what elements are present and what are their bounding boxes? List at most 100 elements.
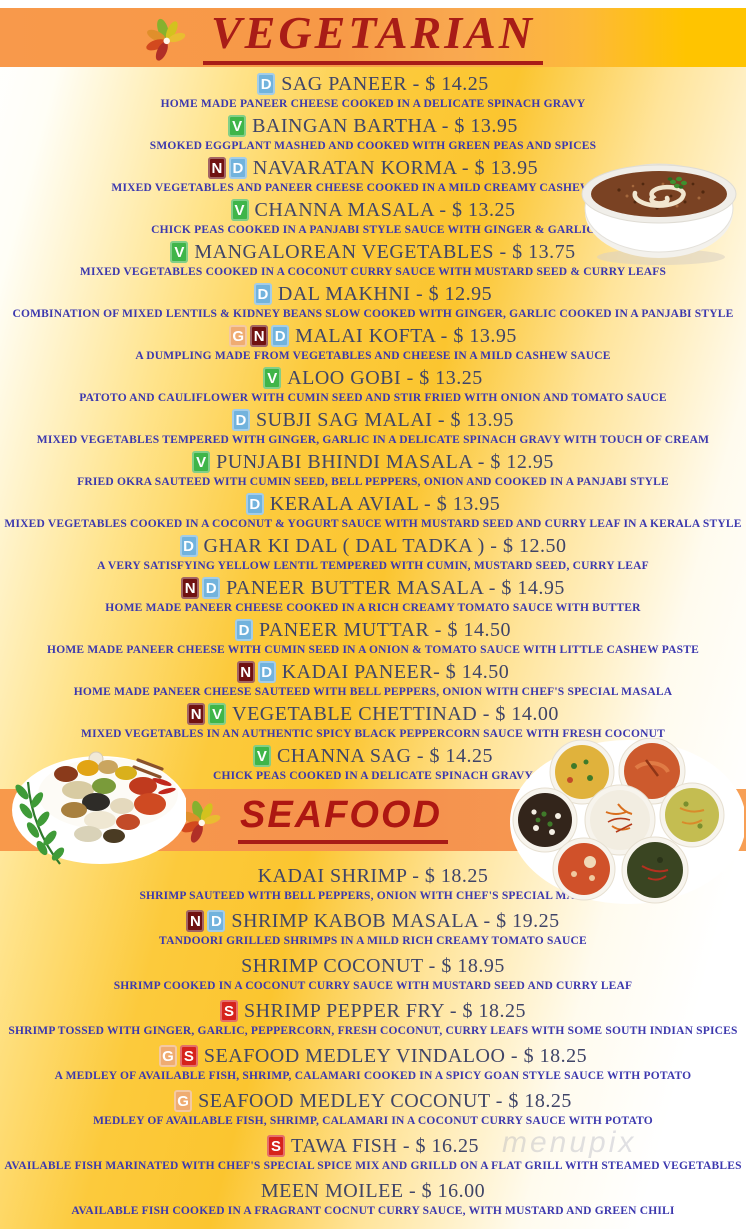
menu-item-description: HOME MADE PANEER CHEESE SAUTEED WITH BEL…	[73, 686, 673, 698]
menu-item-description: SHRIMP TOSSED WITH GINGER, GARLIC, PEPPE…	[8, 1025, 738, 1037]
menu-item: S SHRIMP PEPPER FRY - $ 18.25 SHRIMP TOS…	[0, 998, 746, 1043]
menu-item: D PANEER MUTTAR - $ 14.50 HOME MADE PANE…	[0, 617, 746, 659]
menu-item-title: PANEER BUTTER MASALA - $ 14.95	[226, 576, 565, 599]
dietary-badge-s: S	[219, 1000, 238, 1022]
menu-item-description: MEDLEY OF AVAILABLE FISH, SHRIMP, CALAMA…	[93, 1115, 653, 1127]
dietary-badge-n: N	[186, 910, 205, 932]
menu-item-description: TANDOORI GRILLED SHRIMPS IN A MILD RICH …	[159, 935, 587, 947]
dietary-badge-d: D	[179, 535, 198, 557]
menu-item-title-row: D KERALA AVIAL - $ 13.95	[0, 491, 746, 517]
menu-item-title: MANGALOREAN VEGETABLES - $ 13.75	[194, 240, 576, 263]
menu-item-title-row: V MANGALOREAN VEGETABLES - $ 13.75	[0, 239, 746, 265]
menu-item: D SUBJI SAG MALAI - $ 13.95 MIXED VEGETA…	[0, 407, 746, 449]
menu-item-description: A MEDLEY OF AVAILABLE FISH, SHRIMP, CALA…	[54, 1070, 692, 1082]
dietary-badge-v: V	[252, 745, 271, 767]
menu-item-title-row: G SEAFOOD MEDLEY COCONUT - $ 18.25	[0, 1088, 746, 1114]
dietary-badge-v: V	[228, 115, 247, 137]
dietary-badges: S	[219, 1000, 244, 1022]
watermark: menupix	[502, 1126, 637, 1159]
menu-item: G SEAFOOD MEDLEY COCONUT - $ 18.25 MEDLE…	[0, 1088, 746, 1133]
dietary-badge-n: N	[181, 577, 200, 599]
menu-item: V ALOO GOBI - $ 13.25 PATOTO AND CAULIFL…	[0, 365, 746, 407]
dietary-badges: V	[230, 199, 255, 221]
menu-item-title-row: V CHANNA SAG - $ 14.25	[0, 743, 746, 769]
menu-item: D DAL MAKHNI - $ 12.95 COMBINATION OF MI…	[0, 281, 746, 323]
menu-item-description: SHRIMP SAUTEED WITH BELL PEPPERS, ONION …	[139, 890, 607, 902]
seafood-item-list: KADAI SHRIMP - $ 18.25 SHRIMP SAUTEED WI…	[0, 851, 746, 1223]
dal-bowl-image	[581, 163, 737, 265]
seafood-header-group: SEAFOOD	[178, 771, 448, 870]
menu-item: D SAG PANEER - $ 14.25 HOME MADE PANEER …	[0, 71, 746, 113]
spice-collection-image	[12, 751, 186, 865]
menu-item-title-row: KADAI SHRIMP - $ 18.25	[0, 863, 746, 889]
menu-item-title-row: V ALOO GOBI - $ 13.25	[0, 365, 746, 391]
dietary-badge-d: D	[228, 157, 247, 179]
menu-item-description: MIXED VEGETABLES IN AN AUTHENTIC SPICY B…	[81, 728, 665, 740]
flower-logo-icon	[146, 18, 186, 61]
menu-item-description: MIXED VEGETABLES COOKED IN A COCONUT & Y…	[4, 518, 742, 530]
menu-item-title-row: D GHAR KI DAL ( DAL TADKA ) - $ 12.50	[0, 533, 746, 559]
menu-item-title-row: SHRIMP COCONUT - $ 18.95	[0, 953, 746, 979]
menu-item-description: MIXED VEGETABLES AND PANEER CHEESE COOKE…	[111, 182, 635, 194]
menu-item-title-row: S TAWA FISH - $ 16.25	[0, 1133, 746, 1159]
menu-item-title: GHAR KI DAL ( DAL TADKA ) - $ 12.50	[203, 534, 567, 557]
menu-item-title: NAVARATAN KORMA - $ 13.95	[252, 156, 539, 179]
menu-item-title-row: V CHANNA MASALA - $ 13.25	[0, 197, 746, 223]
menu-item: D KERALA AVIAL - $ 13.95 MIXED VEGETABLE…	[0, 491, 746, 533]
dietary-badge-d: D	[257, 73, 276, 95]
menu-item-title: MALAI KOFTA - $ 13.95	[295, 324, 517, 347]
dietary-badge-d: D	[207, 910, 226, 932]
menu-item-title-row: D SUBJI SAG MALAI - $ 13.95	[0, 407, 746, 433]
menu-item: V CHANNA SAG - $ 14.25 CHICK PEAS COOKED…	[0, 743, 746, 785]
vegetarian-item-list: D SAG PANEER - $ 14.25 HOME MADE PANEER …	[0, 67, 746, 785]
menu-item-description: HOME MADE PANEER CHEESE WITH CUMIN SEED …	[47, 644, 699, 656]
menu-item-description: AVAILABLE FISH MARINATED WITH CHEF'S SPE…	[4, 1160, 742, 1172]
menu-item-title: BAINGAN BARTHA - $ 13.95	[252, 114, 518, 137]
menu-item: V PUNJABI BHINDI MASALA - $ 12.95 FRIED …	[0, 449, 746, 491]
dietary-badge-g: G	[158, 1045, 177, 1067]
menu-item-title: SHRIMP KABOB MASALA - $ 19.25	[231, 909, 560, 932]
menu-item-description: PATOTO AND CAULIFLOWER WITH CUMIN SEED A…	[79, 392, 667, 404]
menu-item-title-row: V PUNJABI BHINDI MASALA - $ 12.95	[0, 449, 746, 475]
menu-item-title: CHANNA MASALA - $ 13.25	[254, 198, 516, 221]
dietary-badge-d: D	[245, 493, 264, 515]
menu-item-title: CHANNA SAG - $ 14.25	[276, 744, 494, 767]
dietary-badges: G	[174, 1090, 198, 1112]
dietary-badge-n: N	[236, 661, 255, 683]
menu-item-title: SAG PANEER - $ 14.25	[281, 72, 489, 95]
menu-item-title: PANEER MUTTAR - $ 14.50	[259, 618, 511, 641]
menu-item-title-row: D DAL MAKHNI - $ 12.95	[0, 281, 746, 307]
menu-item-title: SEAFOOD MEDLEY COCONUT - $ 18.25	[198, 1089, 572, 1112]
menu-item-title: KADAI SHRIMP - $ 18.25	[257, 864, 489, 887]
top-margin-strip	[0, 0, 746, 8]
dietary-badges: D	[253, 283, 278, 305]
dietary-badge-s: S	[179, 1045, 198, 1067]
dietary-badge-s: S	[267, 1135, 286, 1157]
menu-item-description: A DUMPLING MADE FROM VEGETABLES AND CHEE…	[135, 350, 611, 362]
menu-item-title: DAL MAKHNI - $ 12.95	[277, 282, 493, 305]
menu-item-title: SEAFOOD MEDLEY VINDALOO - $ 18.25	[203, 1044, 588, 1067]
dietary-badges: D	[235, 619, 259, 641]
menu-item-title-row: D SAG PANEER - $ 14.25	[0, 71, 746, 97]
dietary-badge-n: N	[187, 703, 206, 725]
dietary-badge-v: V	[263, 367, 282, 389]
dietary-badge-d: D	[231, 409, 250, 431]
menu-item-description: CHICK PEAS COOKED IN A DELICATE SPINACH …	[212, 770, 534, 782]
dietary-badges: V	[252, 745, 277, 767]
menu-item-title: ALOO GOBI - $ 13.25	[287, 366, 483, 389]
